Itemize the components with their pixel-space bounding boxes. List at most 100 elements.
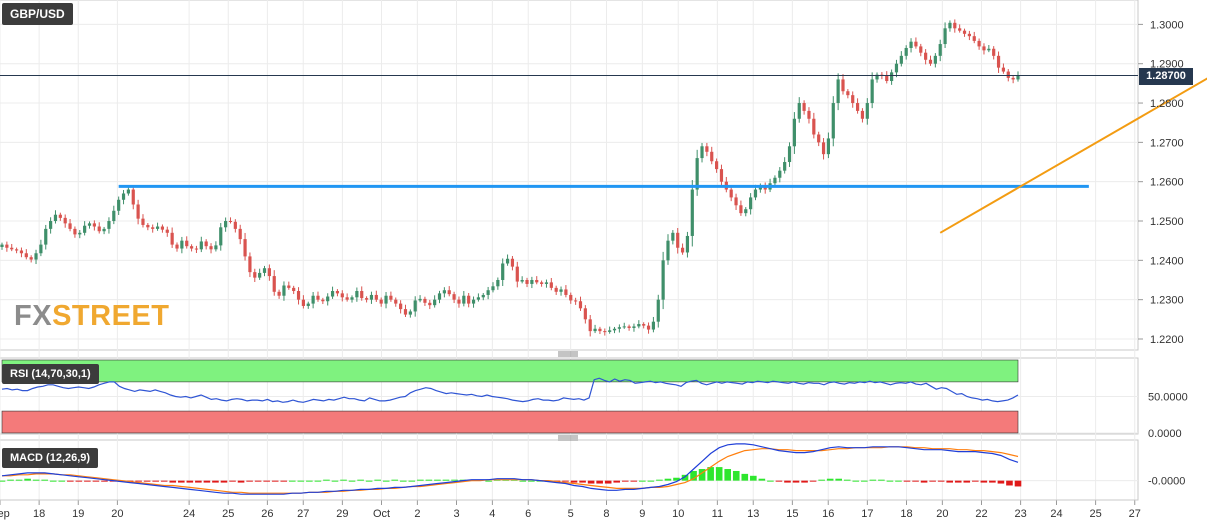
candle-body	[214, 245, 218, 250]
macd-panel-splitter[interactable]	[558, 435, 578, 441]
time-axis-label: 24	[183, 508, 195, 520]
histogram-bar-negative	[596, 480, 603, 484]
histogram-bar-negative	[203, 480, 211, 483]
histogram-bar-positive	[399, 480, 407, 482]
candle-body	[340, 293, 344, 298]
candle-body	[311, 295, 315, 304]
candle-body	[948, 22, 952, 29]
histogram-bar-negative	[1006, 480, 1013, 486]
histogram-bar-negative	[229, 480, 236, 482]
histogram-bar-negative	[630, 480, 638, 482]
histogram-bar-negative	[84, 480, 91, 482]
time-axis-label: 2	[414, 508, 420, 520]
candle-body	[992, 48, 996, 56]
histogram-bar-negative	[912, 480, 919, 482]
price-axis-label: 1.2500	[1150, 216, 1184, 228]
candle-body	[987, 48, 991, 51]
histogram-bar-positive	[767, 480, 774, 482]
candle-body	[520, 280, 524, 282]
candle-body	[569, 294, 573, 301]
candle-body	[778, 170, 782, 178]
histogram-bar-negative	[997, 480, 1005, 484]
candle-body	[19, 250, 24, 254]
candle-body	[199, 241, 203, 250]
candle-body	[870, 79, 874, 104]
candle-body	[102, 228, 106, 232]
histogram-bar-positive	[835, 478, 843, 481]
candle-body	[408, 311, 412, 315]
candle-body	[267, 268, 271, 277]
candle-body	[860, 110, 865, 119]
time-axis-label: 19	[72, 508, 84, 520]
candle-body	[637, 324, 641, 327]
candle-body	[151, 227, 155, 229]
histogram-bar-negative	[809, 480, 817, 482]
histogram-bar-positive	[707, 467, 714, 481]
candle-body	[452, 294, 456, 300]
candle-body	[554, 287, 558, 292]
candle-body	[627, 326, 631, 328]
histogram-bar-positive	[442, 479, 450, 481]
histogram-bar-negative	[972, 480, 979, 482]
candle-body	[428, 302, 432, 306]
drawings	[0, 75, 1207, 234]
candle-body	[598, 328, 602, 332]
symbol-label[interactable]: GBP/USD	[2, 3, 73, 25]
candle-body	[700, 146, 704, 159]
time-axis-label: 26	[261, 508, 273, 520]
histogram-bar-positive	[869, 479, 877, 481]
candle-body	[608, 330, 612, 332]
candle-body	[680, 247, 685, 253]
candle-body	[977, 40, 981, 47]
candle-body	[530, 280, 534, 284]
rsi-panel-splitter[interactable]	[558, 351, 578, 357]
candle-body	[666, 240, 670, 261]
histogram-bar-negative	[186, 480, 194, 483]
histogram-bar-negative	[92, 480, 100, 482]
candle-body	[890, 72, 894, 82]
candle-body	[282, 285, 286, 296]
candle-body	[676, 232, 680, 248]
indicator-lines	[1, 377, 1019, 495]
histogram-bar-negative	[775, 480, 783, 482]
candle-body	[710, 151, 714, 162]
candle-body	[379, 299, 383, 304]
candle-body	[632, 326, 636, 328]
candle-body	[564, 289, 568, 295]
candle-body	[399, 303, 403, 310]
candle-body	[87, 223, 92, 226]
candle-body	[369, 294, 374, 300]
candle-body	[622, 326, 626, 328]
candle-body	[744, 209, 748, 214]
rsi-axis-label: 50.0000	[1148, 391, 1188, 403]
candle-body	[272, 276, 276, 292]
histogram-bar-negative	[954, 480, 962, 483]
candle-body	[661, 260, 665, 300]
histogram-bar-negative	[152, 480, 159, 482]
candle-body	[170, 232, 174, 245]
candle-body	[262, 268, 267, 273]
candle-body	[155, 226, 160, 229]
time-axis-label: 11	[712, 508, 723, 520]
candle-body	[481, 294, 485, 298]
macd-indicator-label[interactable]: MACD (12,26,9)	[2, 448, 99, 468]
candle-body	[904, 47, 908, 56]
candle-body	[715, 161, 719, 170]
last-price-label: 1.28700	[1139, 68, 1193, 85]
candle-body	[296, 291, 301, 300]
histogram-bar-positive	[647, 480, 655, 482]
candle-body	[345, 297, 349, 300]
candle-body	[646, 325, 651, 330]
candle-body	[447, 290, 451, 295]
rsi-indicator-label[interactable]: RSI (14,70,30,1)	[2, 364, 99, 384]
candle-body	[919, 46, 923, 53]
candle-body	[958, 28, 962, 31]
histogram-bar-negative	[946, 480, 953, 483]
candle-body	[107, 221, 111, 229]
histogram-bar-positive	[861, 480, 868, 482]
time-axis-label: 18	[900, 508, 912, 520]
candle-body	[817, 134, 821, 143]
histogram-bar-positive	[724, 469, 732, 481]
candle-body	[219, 227, 223, 246]
price-axis-label: 1.2900	[1150, 59, 1184, 71]
